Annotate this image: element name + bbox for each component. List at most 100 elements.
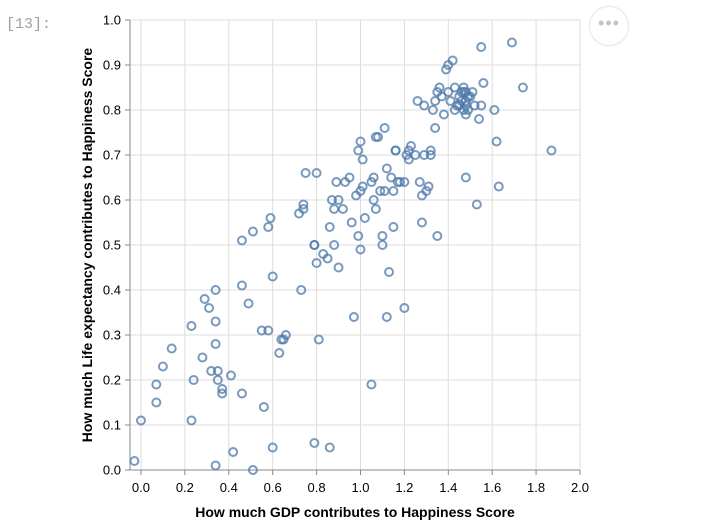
data-point (377, 231, 388, 241)
data-point (368, 195, 379, 205)
data-point (206, 366, 217, 376)
data-point (388, 222, 399, 232)
data-point (425, 145, 436, 156)
data-point (344, 172, 355, 183)
data-point (414, 177, 425, 187)
data-point (384, 267, 395, 277)
x-tick-label: 0.0 (132, 480, 150, 495)
data-point (311, 168, 322, 178)
data-point (186, 415, 197, 426)
data-point (326, 195, 337, 205)
y-tick-label: 0.2 (103, 373, 121, 388)
x-tick-label: 1.4 (439, 480, 457, 495)
data-point (443, 87, 454, 97)
data-point (423, 181, 434, 192)
data-point (506, 37, 517, 48)
data-point (471, 199, 482, 210)
data-point (135, 415, 146, 426)
data-point (436, 91, 447, 102)
data-point (434, 82, 445, 93)
data-point (204, 303, 215, 313)
data-point (210, 285, 221, 295)
data-point (412, 96, 423, 106)
data-point (298, 199, 309, 210)
data-point (300, 168, 311, 178)
y-tick-label: 0.8 (103, 103, 121, 118)
data-point (399, 177, 410, 187)
data-point (419, 100, 430, 111)
data-point (366, 379, 377, 390)
data-point (247, 226, 258, 237)
data-point (186, 321, 197, 331)
data-point (476, 42, 487, 52)
data-point (199, 294, 210, 304)
data-point (355, 244, 366, 255)
data-point (390, 145, 401, 156)
data-point (274, 348, 285, 358)
cell-prompt: [13]: (6, 16, 52, 33)
data-point (379, 123, 390, 133)
data-point (399, 303, 410, 313)
data-point (265, 213, 276, 223)
data-point (280, 330, 291, 340)
data-point (478, 78, 489, 88)
y-tick-label: 1.0 (103, 13, 121, 28)
data-point (267, 442, 278, 453)
data-point (258, 402, 269, 412)
data-point (197, 352, 208, 363)
data-point (210, 316, 221, 327)
data-point (357, 181, 368, 192)
data-point (129, 456, 140, 466)
data-point (236, 388, 247, 399)
data-point (348, 312, 359, 322)
grid-lines (130, 19, 581, 471)
data-point (353, 145, 364, 156)
data-point (309, 438, 320, 448)
data-point (375, 186, 386, 196)
axes: 0.0 0.2 0.4 0.6 0.8 1.0 1.2 1.4 1.6 1.8 2.0 0.0 0.1 0… (103, 13, 589, 496)
data-point (370, 204, 381, 214)
data-point (311, 258, 322, 268)
data-point (517, 82, 528, 93)
data-point (217, 384, 228, 394)
more-options-button[interactable]: ••• (589, 6, 629, 46)
data-point (355, 136, 366, 147)
x-tick-label: 0.6 (264, 480, 282, 495)
data-point (373, 132, 384, 142)
data-point (263, 222, 274, 232)
y-tick-label: 0.6 (103, 193, 121, 208)
data-point (329, 204, 340, 214)
data-point (469, 100, 480, 111)
x-axis-title: How much GDP contributes to Happiness Sc… (195, 504, 515, 520)
y-axis-title: How much Life expectancy contributes to … (79, 48, 95, 443)
data-point (313, 334, 324, 345)
x-tick-label: 1.6 (483, 480, 501, 495)
y-tick-label: 0.5 (103, 238, 121, 253)
data-point (419, 150, 430, 160)
data-point (432, 231, 443, 241)
x-tick-label: 1.8 (527, 480, 545, 495)
data-points (129, 37, 557, 475)
data-point (296, 285, 307, 295)
data-point (438, 109, 449, 120)
data-point (331, 177, 342, 187)
data-point (427, 105, 438, 115)
y-tick-label: 0.0 (103, 463, 121, 478)
data-point (359, 213, 370, 223)
data-point (386, 172, 397, 183)
data-point (353, 231, 364, 241)
data-point (491, 136, 502, 147)
data-point (489, 105, 500, 115)
data-point (188, 375, 199, 385)
data-point (368, 172, 379, 183)
data-point (416, 217, 427, 228)
data-point (243, 298, 254, 309)
data-point (333, 195, 344, 205)
data-point (217, 388, 228, 399)
x-tick-label: 1.2 (395, 480, 413, 495)
data-point (324, 222, 335, 232)
x-tick-label: 2.0 (571, 480, 589, 495)
x-tick-label: 1.0 (351, 480, 369, 495)
data-point (357, 154, 368, 165)
data-point (236, 280, 247, 291)
